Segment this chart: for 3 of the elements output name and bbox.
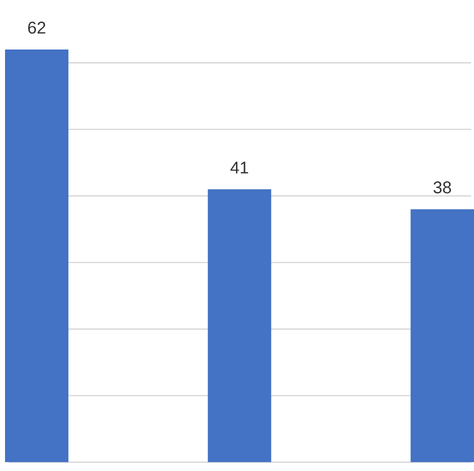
data-label: 62 <box>28 22 46 34</box>
data-label: 38 <box>434 181 451 194</box>
data-label: 41 <box>230 162 248 174</box>
